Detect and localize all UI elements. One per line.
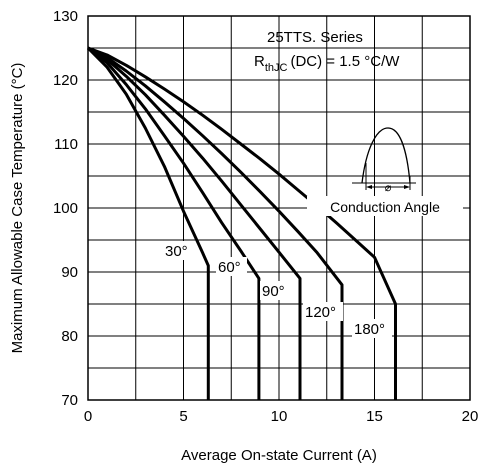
y-tick-label: 130 — [53, 8, 78, 25]
y-tick-label: 70 — [61, 392, 78, 409]
plot-frame — [87, 15, 471, 401]
y-tick-label: 110 — [54, 136, 78, 153]
tick-labels: 0 5 10 15 20 70 80 90 100 110 120 130 — [53, 8, 478, 425]
conduction-angle-label-bg — [307, 196, 463, 216]
y-axis-label: Maximum Allowable Case Temperature (°C) — [9, 63, 26, 354]
series-layer: 30° 60° 90° 120° 180° — [86, 46, 397, 400]
series-curve-4 — [87, 46, 397, 400]
thermal-resistance-annotation: RthJC (DC) = 1.5 °C/W — [254, 53, 400, 74]
x-tick-label: 10 — [271, 408, 288, 425]
x-tick-label: 0 — [84, 408, 92, 425]
rthjc-rest: (DC) = 1.5 °C/W — [290, 53, 400, 70]
conduction-angle-label: Conduction Angle — [330, 199, 440, 215]
series-label: 180° — [354, 321, 385, 338]
series-label-bg — [216, 257, 247, 276]
series-label-bg — [303, 302, 343, 321]
series-label-bg — [163, 241, 194, 260]
series-label: 120° — [305, 304, 336, 321]
series-curve-0 — [86, 46, 210, 400]
series-title-annotation: 25TTS. Series — [267, 29, 363, 46]
arrow-right — [404, 185, 410, 189]
series-curve-1 — [87, 46, 261, 400]
y-tick-label: 100 — [53, 200, 78, 217]
x-tick-label: 20 — [462, 408, 479, 425]
series-label-bg — [352, 319, 392, 338]
x-axis-label: Average On-state Current (A) — [181, 447, 377, 464]
x-tick-label: 15 — [366, 408, 383, 425]
rthjc-subscript: thJC — [265, 62, 288, 74]
phi-symbol: ⌀ — [385, 182, 392, 194]
series-curve-3 — [87, 46, 344, 400]
conduction-waveform-icon — [352, 127, 416, 190]
y-tick-label: 80 — [61, 328, 78, 345]
x-tick-label: 5 — [179, 408, 187, 425]
y-tick-label: 120 — [53, 72, 78, 89]
rthjc-main: R — [254, 53, 265, 70]
waveform-curve — [361, 127, 411, 184]
series-label: 60° — [218, 259, 241, 276]
series-label: 30° — [165, 243, 188, 260]
y-tick-label: 90 — [61, 264, 78, 281]
series-label-bg — [260, 281, 291, 300]
series-label: 90° — [262, 283, 285, 300]
series-curve-2 — [87, 46, 302, 400]
arrow-left — [366, 185, 372, 189]
